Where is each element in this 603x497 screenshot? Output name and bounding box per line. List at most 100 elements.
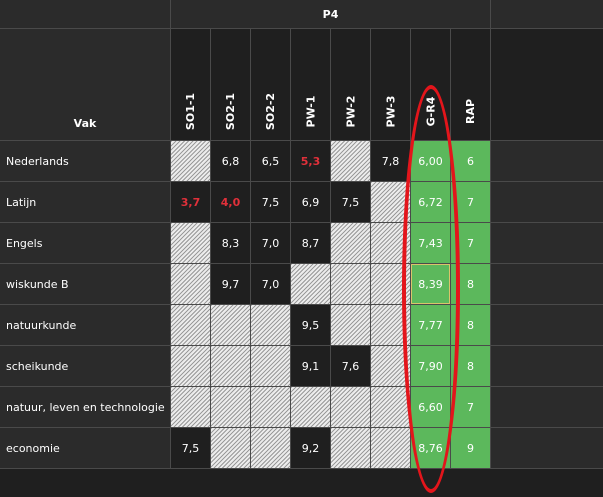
report-grade-cell[interactable]: 7 <box>451 223 491 264</box>
column-header-rap[interactable]: RAP <box>451 29 491 141</box>
column-header-label: PW-1 <box>303 95 317 128</box>
empty-grade-cell[interactable] <box>251 346 291 387</box>
empty-grade-cell[interactable] <box>331 428 371 469</box>
empty-grade-cell[interactable] <box>211 387 251 428</box>
grade-cell[interactable]: 6,8 <box>211 141 251 182</box>
empty-grade-cell[interactable] <box>291 264 331 305</box>
average-cell[interactable]: 6,00 <box>411 141 451 182</box>
header-filler-right <box>491 29 603 141</box>
subject-label: Nederlands <box>0 141 171 182</box>
empty-grade-cell[interactable] <box>371 264 411 305</box>
row-filler <box>491 264 603 305</box>
grade-cell[interactable]: 7,5 <box>171 428 211 469</box>
column-header-label: SO2-2 <box>264 92 277 131</box>
subject-label: natuur, leven en technologie <box>0 387 171 428</box>
report-grade-cell[interactable]: 9 <box>451 428 491 469</box>
column-header-label: SO2-1 <box>224 92 237 131</box>
column-header-label: PW-3 <box>383 95 397 128</box>
empty-grade-cell[interactable] <box>171 141 211 182</box>
report-grade-cell[interactable]: 8 <box>451 264 491 305</box>
report-grade-cell[interactable]: 8 <box>451 305 491 346</box>
grade-cell[interactable]: 5,3 <box>291 141 331 182</box>
grade-cell[interactable]: 9,7 <box>211 264 251 305</box>
grade-cell[interactable]: 7,0 <box>251 264 291 305</box>
empty-grade-cell[interactable] <box>211 305 251 346</box>
column-header-label: RAP <box>463 98 477 125</box>
row-filler <box>491 305 603 346</box>
empty-grade-cell[interactable] <box>251 428 291 469</box>
empty-grade-cell[interactable] <box>331 387 371 428</box>
empty-grade-cell[interactable] <box>211 428 251 469</box>
subject-label: scheikunde <box>0 346 171 387</box>
empty-grade-cell[interactable] <box>371 428 411 469</box>
empty-grade-cell[interactable] <box>371 305 411 346</box>
grade-cell[interactable]: 7,5 <box>331 182 371 223</box>
empty-grade-cell[interactable] <box>331 141 371 182</box>
grade-cell[interactable]: 8,3 <box>211 223 251 264</box>
empty-grade-cell[interactable] <box>371 346 411 387</box>
grade-cell[interactable]: 6,5 <box>251 141 291 182</box>
vak-header: Vak <box>0 29 171 141</box>
subject-label: natuurkunde <box>0 305 171 346</box>
grade-cell[interactable]: 7,5 <box>251 182 291 223</box>
empty-grade-cell[interactable] <box>331 305 371 346</box>
report-grade-cell[interactable]: 7 <box>451 182 491 223</box>
average-cell[interactable]: 6,60 <box>411 387 451 428</box>
column-header-so2-1[interactable]: SO2-1 <box>211 29 251 141</box>
report-grade-cell[interactable]: 8 <box>451 346 491 387</box>
subject-label: wiskunde B <box>0 264 171 305</box>
empty-grade-cell[interactable] <box>171 264 211 305</box>
average-cell[interactable]: 7,77 <box>411 305 451 346</box>
empty-grade-cell[interactable] <box>171 305 211 346</box>
row-filler <box>491 428 603 469</box>
grade-cell[interactable]: 9,5 <box>291 305 331 346</box>
column-header-pw-3[interactable]: PW-3 <box>371 29 411 141</box>
empty-grade-cell[interactable] <box>171 223 211 264</box>
row-filler <box>491 387 603 428</box>
report-grade-cell[interactable]: 6 <box>451 141 491 182</box>
average-cell[interactable]: 8,39 <box>411 264 451 305</box>
column-header-label: SO1-1 <box>184 92 197 131</box>
empty-grade-cell[interactable] <box>251 305 291 346</box>
grade-cell[interactable]: 7,8 <box>371 141 411 182</box>
report-grade-cell[interactable]: 7 <box>451 387 491 428</box>
empty-grade-cell[interactable] <box>331 264 371 305</box>
empty-grade-cell[interactable] <box>331 223 371 264</box>
grade-cell[interactable]: 8,7 <box>291 223 331 264</box>
average-cell[interactable]: 7,90 <box>411 346 451 387</box>
column-header-so2-2[interactable]: SO2-2 <box>251 29 291 141</box>
average-cell[interactable]: 6,72 <box>411 182 451 223</box>
grade-cell[interactable]: 9,1 <box>291 346 331 387</box>
header-filler <box>491 0 603 29</box>
row-filler <box>491 182 603 223</box>
column-header-g-r4[interactable]: G-R4 <box>411 29 451 141</box>
subject-label: Latijn <box>0 182 171 223</box>
column-header-label: PW-2 <box>343 95 357 128</box>
empty-grade-cell[interactable] <box>251 387 291 428</box>
empty-grade-cell[interactable] <box>171 387 211 428</box>
column-header-pw-2[interactable]: PW-2 <box>331 29 371 141</box>
period-header: P4 <box>171 0 491 29</box>
empty-grade-cell[interactable] <box>211 346 251 387</box>
empty-grade-cell[interactable] <box>371 182 411 223</box>
subject-label: Engels <box>0 223 171 264</box>
grade-cell[interactable]: 4,0 <box>211 182 251 223</box>
grade-cell[interactable]: 3,7 <box>171 182 211 223</box>
grade-cell[interactable]: 7,6 <box>331 346 371 387</box>
column-header-pw-1[interactable]: PW-1 <box>291 29 331 141</box>
grade-cell[interactable]: 9,2 <box>291 428 331 469</box>
average-cell[interactable]: 7,43 <box>411 223 451 264</box>
average-cell[interactable]: 8,76 <box>411 428 451 469</box>
grade-cell[interactable]: 6,9 <box>291 182 331 223</box>
empty-grade-cell[interactable] <box>371 223 411 264</box>
subject-label: economie <box>0 428 171 469</box>
empty-grade-cell[interactable] <box>291 387 331 428</box>
row-filler <box>491 223 603 264</box>
column-header-label: G-R4 <box>424 96 437 127</box>
empty-grade-cell[interactable] <box>171 346 211 387</box>
header-blank <box>0 0 171 29</box>
column-header-so1-1[interactable]: SO1-1 <box>171 29 211 141</box>
grade-cell[interactable]: 7,0 <box>251 223 291 264</box>
empty-grade-cell[interactable] <box>371 387 411 428</box>
